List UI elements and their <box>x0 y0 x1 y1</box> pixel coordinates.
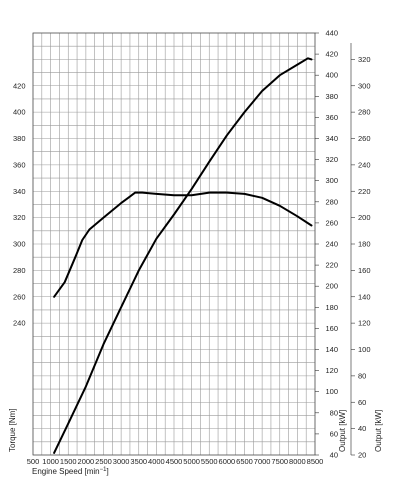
x-tick-label: 5500 <box>201 457 218 466</box>
output-axis-1-tick-label: 100 <box>325 387 338 396</box>
torque-tick-label: 380 <box>13 134 26 143</box>
output-axis-2-tick-label: 80 <box>358 371 366 380</box>
output-axis-2-tick-label: 180 <box>358 240 371 249</box>
torque-tick-label: 420 <box>13 81 26 90</box>
x-tick-label: 8500 <box>307 457 324 466</box>
output-axis-2-tick-label: 20 <box>358 451 366 460</box>
torque-tick-label: 360 <box>13 160 26 169</box>
torque-tick-label: 340 <box>13 187 26 196</box>
output-axis-1-tick-label: 200 <box>325 282 338 291</box>
chart-grid <box>32 32 316 456</box>
x-axis-title: Engine Speed [min−1] <box>32 467 109 476</box>
torque-tick-label: 400 <box>13 108 26 117</box>
output-axis-1-tick-label: 360 <box>325 113 338 122</box>
output-axis-1-tick-label: 160 <box>325 324 338 333</box>
output-axis-2-tick-labels: 20 40 60 80 100 120 140 160 180 200 220 240 260 280 30… <box>351 55 371 460</box>
x-tick-label: 6000 <box>219 457 236 466</box>
output-axis-1-tick-label: 260 <box>325 218 338 227</box>
output-axis-2-tick-label: 200 <box>358 213 371 222</box>
x-axis-tick-labels: 500 1000 1500 2000 2500 3000 3500 4000 4500 5000 5… <box>27 457 324 466</box>
output-axis-2-tick-label: 240 <box>358 160 371 169</box>
output-axis-2-title: Output [kW] <box>374 410 383 452</box>
output-axis-2-tick-label: 120 <box>358 319 371 328</box>
output-axis-1-tick-label: 300 <box>325 176 338 185</box>
output-axis-1-tick-label: 40 <box>330 451 338 460</box>
x-tick-label: 5000 <box>183 457 200 466</box>
output-axis-1-title: Output [kW] <box>338 410 347 452</box>
output-axis-1-tick-label: 340 <box>325 134 338 143</box>
x-tick-label: 8000 <box>289 457 306 466</box>
output-axis-1-tick-label: 400 <box>325 71 338 80</box>
x-tick-label: 2000 <box>78 457 95 466</box>
output-axis-2-tick-label: 160 <box>358 266 371 275</box>
x-axis-title-end: ] <box>106 467 108 476</box>
output-axis-1-tick-label: 280 <box>325 197 338 206</box>
torque-tick-label: 300 <box>13 240 26 249</box>
torque-tick-label: 260 <box>13 292 26 301</box>
x-axis-title-main: Engine Speed [min <box>32 467 100 476</box>
x-tick-label: 500 <box>27 457 40 466</box>
output-axis-2-tick-label: 280 <box>358 108 371 117</box>
torque-axis-title: Torque [Nm] <box>8 408 17 452</box>
x-axis-title-exponent: −1 <box>100 467 108 473</box>
x-tick-label: 1500 <box>60 457 77 466</box>
x-tick-label: 7000 <box>254 457 271 466</box>
x-tick-label: 4500 <box>166 457 183 466</box>
chart-series <box>53 57 313 454</box>
x-tick-label: 3500 <box>130 457 147 466</box>
x-tick-label: 7500 <box>271 457 288 466</box>
x-tick-label: 3000 <box>113 457 130 466</box>
output-axis-2-tick-label: 300 <box>358 81 371 90</box>
x-tick-label: 4000 <box>148 457 165 466</box>
output-axis-2-tick-label: 60 <box>358 398 366 407</box>
x-tick-label: 1000 <box>42 457 59 466</box>
output-axis-1-tick-label: 380 <box>325 92 338 101</box>
output-axis-1-tick-label: 60 <box>330 429 338 438</box>
x-tick-label: 2500 <box>95 457 112 466</box>
output-axis-1-tick-label: 420 <box>325 50 338 59</box>
output-axis-2-tick-label: 140 <box>358 292 371 301</box>
x-tick-label: 6500 <box>236 457 253 466</box>
output-axis-1-tick-label: 180 <box>325 303 338 312</box>
output-axis-2-tick-label: 220 <box>358 187 371 196</box>
output-axis-1-tick-label: 240 <box>325 240 338 249</box>
output-axis-1-tick-labels: 40 60 80 100 120 140 160 180 200 220 240 260 280 300 3… <box>315 29 352 460</box>
output-axis-1-tick-label: 440 <box>325 29 338 38</box>
torque-tick-label: 320 <box>13 213 26 222</box>
output-axis-1-tick-label: 80 <box>330 408 338 417</box>
output-axis-2-tick-label: 260 <box>358 134 371 143</box>
torque-curve <box>53 191 313 298</box>
output-axis-1-tick-label: 140 <box>325 345 338 354</box>
output-axis-2-tick-label: 40 <box>358 424 366 433</box>
output-axis-1-tick-label: 220 <box>325 261 338 270</box>
output-axis-2-tick-label: 100 <box>358 345 371 354</box>
torque-axis-tick-labels: 240 260 280 300 320 340 360 380 400 420 <box>13 81 26 327</box>
torque-tick-label: 280 <box>13 266 26 275</box>
output-axis-1-tick-label: 320 <box>325 155 338 164</box>
torque-tick-label: 240 <box>13 319 26 328</box>
output-axis-1-tick-label: 120 <box>325 366 338 375</box>
output-axis-2-tick-label: 320 <box>358 55 371 64</box>
output-curve <box>53 57 313 454</box>
